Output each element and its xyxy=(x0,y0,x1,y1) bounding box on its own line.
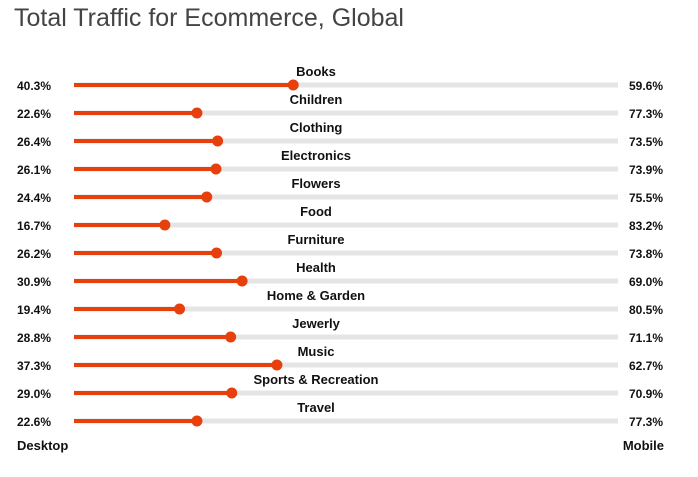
category-label-health: Health xyxy=(296,260,336,275)
desktop-value-flowers: 24.4% xyxy=(17,191,51,205)
category-label-travel: Travel xyxy=(297,400,335,415)
desktop-value-electronics: 26.1% xyxy=(17,163,51,177)
desktop-point-clothing xyxy=(212,135,224,147)
category-label-flowers: Flowers xyxy=(291,176,340,191)
chart-title: Total Traffic for Ecommerce, Global xyxy=(14,4,404,32)
desktop-value-books: 40.3% xyxy=(17,79,51,93)
desktop-point-books xyxy=(287,79,299,91)
mobile-value-books: 59.6% xyxy=(629,79,663,93)
category-label-books: Books xyxy=(296,64,336,79)
category-label-children: Children xyxy=(290,92,343,107)
mobile-value-flowers: 75.5% xyxy=(629,191,663,205)
mobile-value-sports-recreation: 70.9% xyxy=(629,387,663,401)
desktop-point-flowers xyxy=(201,191,213,203)
mobile-value-furniture: 73.8% xyxy=(629,247,663,261)
mobile-value-music: 62.7% xyxy=(629,359,663,373)
desktop-point-children xyxy=(191,107,203,119)
desktop-value-children: 22.6% xyxy=(17,107,51,121)
desktop-value-travel: 22.6% xyxy=(17,415,51,429)
desktop-point-electronics xyxy=(210,163,222,175)
desktop-value-home-garden: 19.4% xyxy=(17,303,51,317)
mobile-value-clothing: 73.5% xyxy=(629,135,663,149)
desktop-point-food xyxy=(159,219,171,231)
category-label-home-garden: Home & Garden xyxy=(267,288,365,303)
mobile-value-electronics: 73.9% xyxy=(629,163,663,177)
desktop-point-travel xyxy=(191,415,203,427)
desktop-point-furniture xyxy=(211,247,223,259)
category-label-clothing: Clothing xyxy=(290,120,343,135)
mobile-value-travel: 77.3% xyxy=(629,415,663,429)
category-label-electronics: Electronics xyxy=(281,148,351,163)
mobile-value-food: 83.2% xyxy=(629,219,663,233)
category-label-jewerly: Jewerly xyxy=(292,316,340,331)
desktop-point-home-garden xyxy=(174,303,186,315)
desktop-point-health xyxy=(236,275,248,287)
desktop-value-music: 37.3% xyxy=(17,359,51,373)
mobile-value-home-garden: 80.5% xyxy=(629,303,663,317)
desktop-value-furniture: 26.2% xyxy=(17,247,51,261)
desktop-value-food: 16.7% xyxy=(17,219,51,233)
mobile-value-children: 77.3% xyxy=(629,107,663,121)
desktop-value-health: 30.9% xyxy=(17,275,51,289)
legend-desktop-label: Desktop xyxy=(17,438,69,453)
category-label-furniture: Furniture xyxy=(287,232,344,247)
desktop-point-sports-recreation xyxy=(226,387,238,399)
mobile-value-health: 69.0% xyxy=(629,275,663,289)
desktop-value-clothing: 26.4% xyxy=(17,135,51,149)
category-label-food: Food xyxy=(300,204,332,219)
mobile-value-jewerly: 71.1% xyxy=(629,331,663,345)
desktop-point-jewerly xyxy=(225,331,237,343)
desktop-value-sports-recreation: 29.0% xyxy=(17,387,51,401)
category-label-sports-recreation: Sports & Recreation xyxy=(254,372,379,387)
category-label-music: Music xyxy=(298,344,335,359)
desktop-point-music xyxy=(271,359,283,371)
desktop-value-jewerly: 28.8% xyxy=(17,331,51,345)
legend-mobile-label: Mobile xyxy=(622,438,664,453)
